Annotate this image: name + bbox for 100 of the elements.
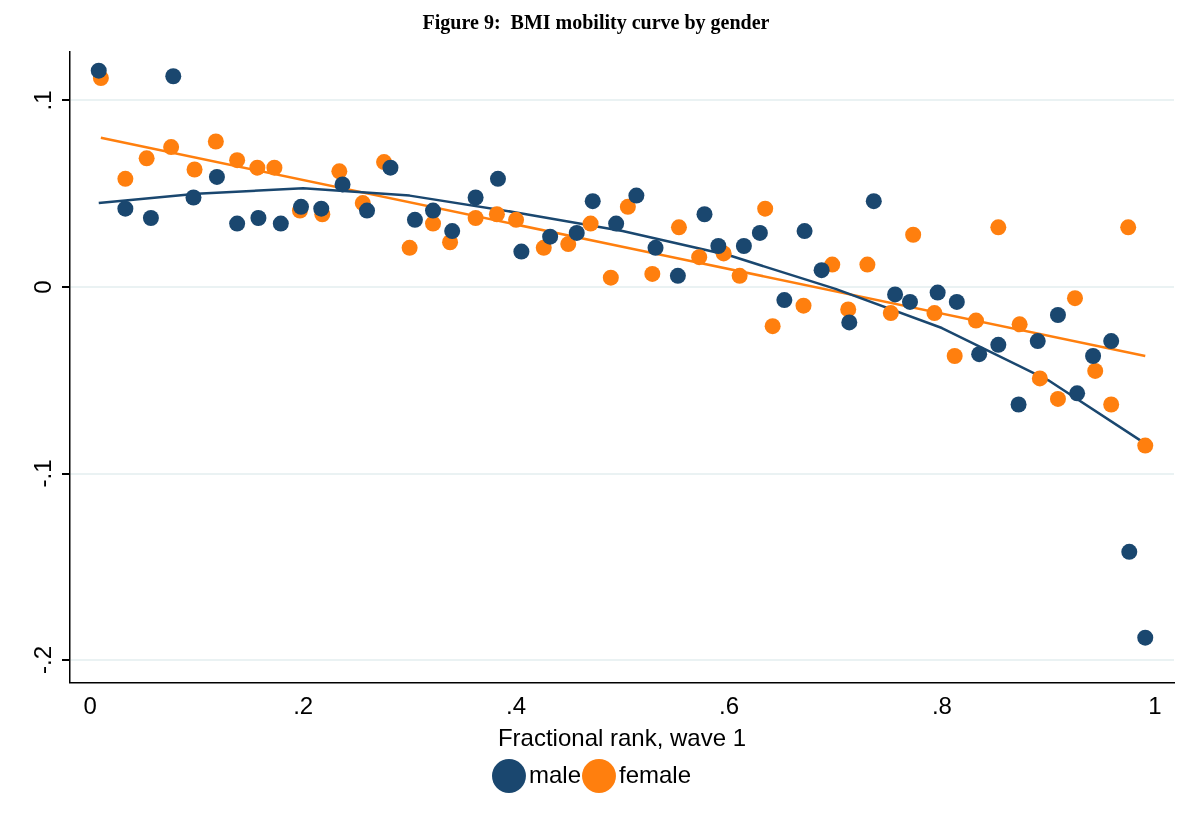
point — [990, 336, 1007, 353]
point — [568, 224, 585, 241]
x-tick-label: .8 — [931, 692, 952, 720]
point — [887, 286, 904, 303]
point — [1085, 348, 1102, 365]
point — [542, 228, 559, 245]
point — [1137, 437, 1154, 454]
point — [334, 176, 351, 193]
point — [926, 305, 943, 322]
point — [560, 236, 577, 253]
point — [489, 170, 506, 187]
point — [608, 215, 625, 232]
point — [117, 200, 134, 217]
x-axis-title: Fractional rank, wave 1 — [497, 724, 747, 752]
point — [1120, 219, 1137, 236]
point — [444, 223, 461, 240]
point — [359, 202, 376, 219]
point — [1049, 390, 1066, 407]
point — [1103, 333, 1120, 350]
point — [208, 168, 225, 185]
point — [647, 239, 664, 256]
x-tick-label: 0 — [83, 692, 97, 720]
point — [1010, 396, 1027, 413]
point — [859, 256, 876, 273]
point — [425, 215, 442, 232]
point — [731, 267, 748, 284]
point — [813, 262, 830, 279]
point — [644, 265, 661, 282]
point — [1137, 629, 1154, 646]
point — [584, 193, 601, 210]
legend-label: female — [618, 760, 692, 788]
point — [840, 301, 857, 318]
point — [796, 223, 813, 240]
y-tick-label: 0 — [28, 280, 56, 294]
point — [508, 211, 525, 228]
point — [757, 200, 774, 217]
point — [90, 62, 107, 79]
chart-title: Figure 9: BMI mobility curve by gender — [422, 11, 770, 35]
x-tick-label: 1 — [1148, 692, 1162, 720]
point — [795, 297, 812, 314]
point — [1031, 370, 1048, 387]
point — [929, 284, 946, 301]
point — [1087, 362, 1104, 379]
point — [905, 226, 922, 243]
point — [1103, 396, 1120, 413]
point — [1066, 290, 1083, 307]
point — [669, 267, 686, 284]
point — [971, 346, 988, 363]
point — [582, 215, 599, 232]
point — [882, 305, 899, 322]
point — [266, 159, 283, 176]
x-tick-label: .6 — [718, 692, 739, 720]
point — [249, 159, 266, 176]
point — [710, 237, 727, 254]
point — [691, 249, 708, 266]
point — [117, 170, 134, 187]
point — [841, 314, 858, 331]
point — [1121, 543, 1138, 560]
point — [1029, 333, 1046, 350]
point — [229, 215, 246, 232]
point — [776, 292, 793, 309]
point — [138, 150, 155, 167]
point — [425, 202, 442, 219]
point — [467, 189, 484, 206]
point — [382, 159, 399, 176]
point — [207, 133, 224, 150]
point — [619, 198, 636, 215]
x-tick-label: .2 — [293, 692, 314, 720]
point — [488, 206, 505, 223]
point — [313, 200, 330, 217]
point — [946, 348, 963, 365]
point — [467, 209, 484, 226]
point — [293, 198, 310, 215]
point — [628, 187, 645, 204]
y-tick-label: -.1 — [28, 459, 56, 488]
point — [406, 211, 423, 228]
point — [1011, 316, 1028, 333]
point — [186, 161, 203, 178]
point — [696, 206, 713, 223]
point — [165, 68, 182, 85]
y-tick-label: -.2 — [28, 646, 56, 675]
point — [163, 139, 180, 156]
point — [331, 163, 348, 180]
point — [185, 189, 202, 206]
point — [229, 152, 246, 169]
point — [948, 293, 965, 310]
point — [1069, 385, 1086, 402]
point — [735, 237, 752, 254]
point — [1049, 306, 1066, 323]
point — [751, 224, 768, 241]
legend-label: male — [528, 760, 581, 788]
point — [967, 312, 984, 329]
y-tick-label: .1 — [28, 90, 56, 111]
point — [901, 293, 918, 310]
point — [513, 243, 530, 260]
point — [401, 239, 418, 256]
point — [670, 219, 687, 236]
point — [990, 219, 1007, 236]
point — [602, 269, 619, 286]
point — [865, 193, 882, 210]
